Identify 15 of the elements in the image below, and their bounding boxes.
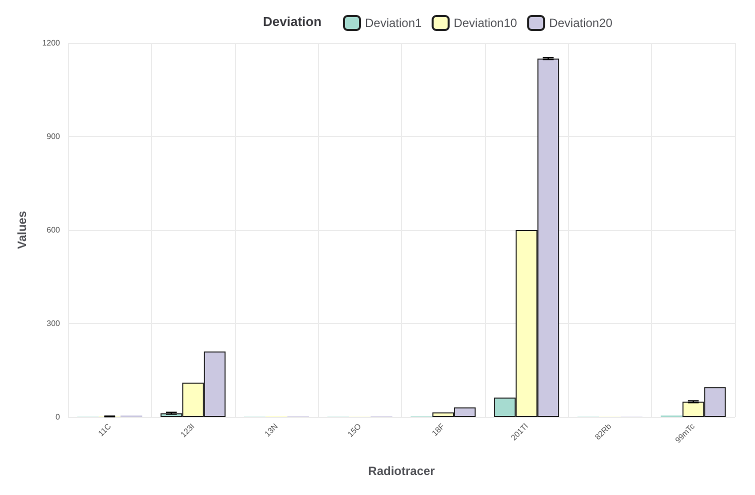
y-tick-label: 900 (46, 132, 61, 141)
y-tick-label: 600 (46, 226, 61, 234)
x-tick-label: 18F (430, 422, 446, 438)
legend-label: Deviation10 (454, 16, 518, 30)
x-tick-label: 13N (262, 422, 280, 439)
x-axis-title: Radiotracer (368, 464, 436, 478)
y-tick-label: 1200 (42, 38, 61, 48)
legend-label: Deviation20 (549, 16, 613, 30)
y-tick-label: 300 (46, 319, 61, 328)
legend-label: Deviation1 (365, 16, 422, 30)
x-tick-label: 11C (96, 422, 114, 438)
legend-title: Deviation (263, 14, 322, 29)
y-tick-label: 0 (56, 412, 61, 422)
y-axis-title: Values (15, 210, 29, 250)
x-tick-label: 15O (346, 422, 363, 439)
